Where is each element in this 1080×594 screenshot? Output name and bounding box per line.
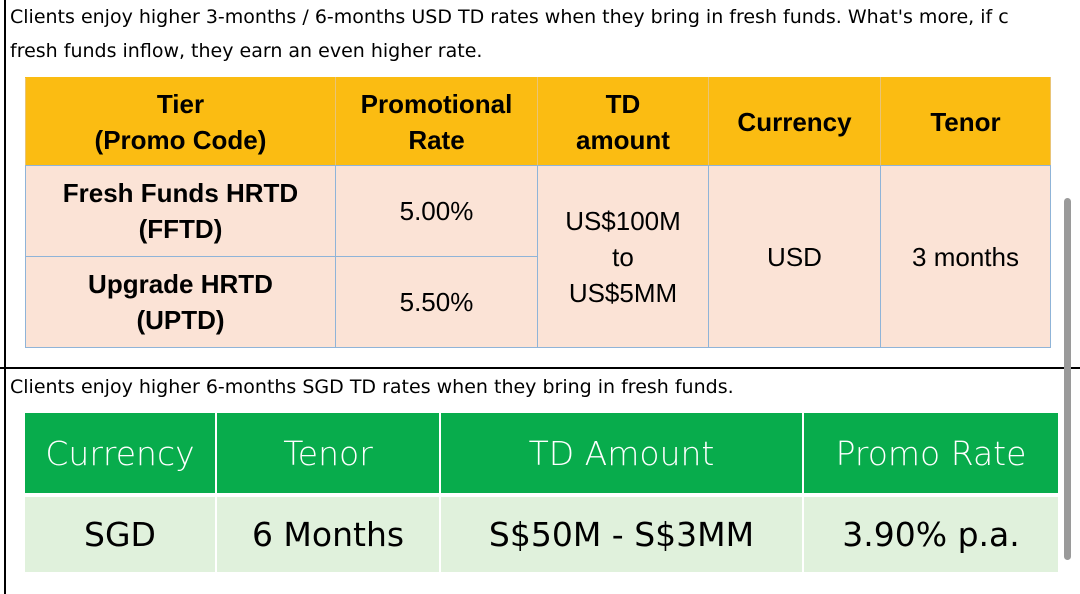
cell: SGD — [25, 497, 215, 572]
section-divider — [0, 367, 1080, 369]
amount-cell: US$100M to US$5MM — [537, 165, 709, 348]
rate-cell: 5.00% — [335, 165, 538, 257]
header-cell: Promo Rate — [804, 413, 1058, 493]
table-row: Upgrade HRTD (UPTD) 5.50% — [25, 256, 1051, 348]
header-cell: Tenor — [217, 413, 439, 493]
note-line: Clients enjoy higher 6-months SGD TD rat… — [10, 376, 734, 398]
tier-cell: Upgrade HRTD (UPTD) — [25, 256, 336, 348]
rate-cell: 5.50% — [335, 256, 538, 348]
header-row: Currency Tenor TD Amount Promo Rate — [25, 413, 1058, 493]
header-row: Tier (Promo Code) Promotional Rate TD am… — [25, 77, 1051, 166]
header-cell: TD amount — [537, 77, 709, 166]
scrollbar — [1064, 198, 1071, 560]
cell: 6 Months — [217, 497, 439, 572]
note-line: Clients enjoy higher 3-months / 6-months… — [10, 6, 1009, 28]
page-border — [4, 0, 6, 594]
table-row: Fresh Funds HRTD (FFTD) 5.00% US$100M to… — [25, 165, 1051, 348]
header-cell: Currency — [25, 413, 215, 493]
cell: 3.90% p.a. — [804, 497, 1058, 572]
header-cell: Tier (Promo Code) — [25, 77, 336, 166]
tenor-cell: 3 months — [880, 165, 1051, 348]
tier-cell: Fresh Funds HRTD (FFTD) — [25, 165, 336, 257]
table-row: SGD 6 Months S$50M - S$3MM 3.90% p.a. — [25, 497, 1058, 572]
note-line: fresh funds inflow, they earn an even hi… — [10, 40, 483, 62]
usd-rate-table: Tier (Promo Code) Promotional Rate TD am… — [25, 77, 1051, 348]
header-cell: Promotional Rate — [335, 77, 538, 166]
cell: S$50M - S$3MM — [441, 497, 802, 572]
header-cell: TD Amount — [441, 413, 802, 493]
sgd-rate-table: Currency Tenor TD Amount Promo Rate SGD … — [23, 409, 1060, 576]
currency-cell: USD — [708, 165, 881, 348]
header-cell: Tenor — [880, 77, 1051, 166]
header-cell: Currency — [708, 77, 881, 166]
